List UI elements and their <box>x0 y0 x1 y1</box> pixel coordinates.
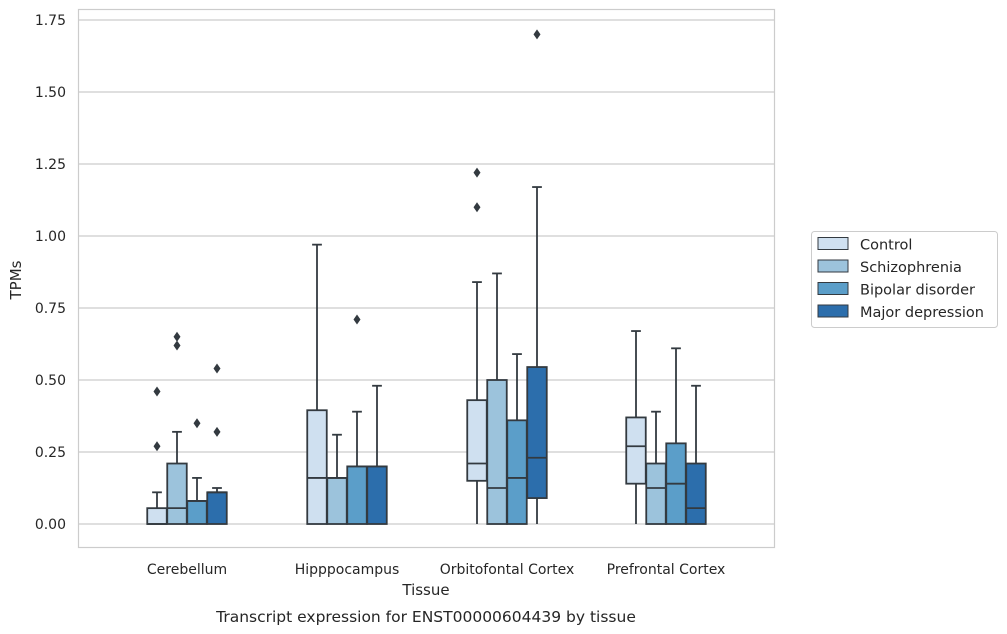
outlier-point <box>193 418 201 429</box>
outlier-point <box>213 426 221 437</box>
box-group <box>346 314 368 525</box>
box-group <box>306 243 328 525</box>
legend: Control Schizophrenia Bipolar disorder Majo… <box>811 231 998 328</box>
grid-lines <box>78 19 775 525</box>
y-axis-title: TPMs <box>7 260 25 300</box>
outlier-point <box>213 363 221 374</box>
legend-entry: Bipolar disorder <box>817 282 975 299</box>
outlier-point <box>153 441 161 452</box>
box-group <box>326 433 348 525</box>
outlier-point <box>153 386 161 397</box>
legend-swatch <box>817 304 849 318</box>
legend-swatch <box>817 282 849 295</box>
box <box>166 462 188 525</box>
box <box>346 465 368 525</box>
legend-entry: Major depression <box>817 304 984 321</box>
y-tick-label: 1.25 <box>35 157 66 173</box>
box <box>506 419 528 525</box>
box-group <box>645 410 667 525</box>
y-tick-labels: 0.00 0.25 0.50 0.75 1.00 1.25 1.50 1.75 <box>35 13 66 533</box>
x-tick-label: Cerebellum <box>147 562 227 578</box>
outlier-point <box>473 202 481 213</box>
y-tick-label: 0.25 <box>35 445 66 461</box>
box <box>645 462 667 525</box>
legend-swatch <box>817 237 849 250</box>
x-tick-label: Orbitofontal Cortex <box>440 562 575 578</box>
outlier-point <box>173 331 181 342</box>
legend-entries: Control Schizophrenia Bipolar disorder Majo… <box>817 237 984 321</box>
box <box>206 491 228 525</box>
box <box>526 366 548 499</box>
box <box>306 409 328 525</box>
outlier-point <box>173 340 181 351</box>
legend-label: Bipolar disorder <box>860 283 975 299</box>
x-tick-label: Prefrontal Cortex <box>607 562 726 578</box>
outlier-point <box>533 29 541 40</box>
box-group <box>366 384 388 525</box>
box <box>466 399 488 482</box>
box-group <box>206 363 228 525</box>
box <box>326 477 348 525</box>
x-tick-labels: Cerebellum Hipppocampus Orbitofontal Corte… <box>147 562 725 578</box>
box <box>685 462 707 525</box>
x-axis-title: Tissue <box>401 581 449 599</box>
boxes <box>146 29 707 525</box>
box <box>625 416 647 485</box>
y-tick-label: 0.00 <box>35 517 66 533</box>
box <box>486 379 508 525</box>
chart-caption: Transcript expression for ENST0000060443… <box>215 608 636 626</box>
box-group <box>665 347 687 525</box>
legend-label: Major depression <box>860 305 984 321</box>
y-tick-label: 0.50 <box>35 373 66 389</box>
box <box>366 465 388 525</box>
y-tick-label: 1.00 <box>35 229 66 245</box>
box-group <box>166 331 188 525</box>
y-tick-label: 0.75 <box>35 301 66 317</box>
x-tick-label: Hipppocampus <box>295 562 400 578</box>
outlier-point <box>473 167 481 178</box>
legend-entry: Schizophrenia <box>817 259 962 276</box>
y-tick-label: 1.50 <box>35 85 66 101</box>
box-group <box>526 29 548 524</box>
legend-entry: Control <box>817 237 912 254</box>
box-group <box>625 330 647 524</box>
box-group <box>685 384 707 525</box>
legend-swatch <box>817 259 849 273</box>
outlier-point <box>353 314 361 325</box>
box-group <box>466 167 488 524</box>
legend-label: Control <box>860 238 912 254</box>
box-group <box>146 386 168 525</box>
legend-frame <box>811 231 998 328</box>
y-tick-label: 1.75 <box>35 13 66 29</box>
plot-frame <box>77 8 776 549</box>
legend-label: Schizophrenia <box>860 260 962 276</box>
box-group <box>486 272 508 525</box>
box-group <box>186 418 208 525</box>
box <box>146 507 168 525</box>
box <box>186 500 208 525</box>
